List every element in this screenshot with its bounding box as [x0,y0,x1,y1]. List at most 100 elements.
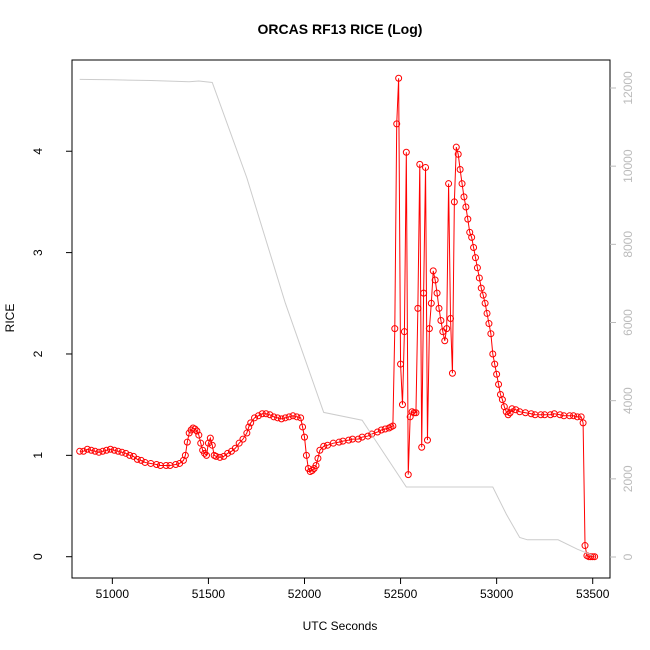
data-point [266,411,274,419]
data-point [400,328,408,336]
data-point [485,320,493,328]
data-point [431,276,439,284]
y2-tick-label: 12000 [621,71,635,105]
data-point [477,284,485,292]
data-point [345,436,353,444]
data-point [289,412,297,420]
data-point [495,380,503,388]
data-point [491,360,499,368]
data-point [320,442,328,450]
data-point [162,461,170,469]
data-point [299,423,307,431]
data-point [300,433,308,441]
data-point [208,441,216,449]
data-point [410,409,418,417]
data-point [587,553,595,561]
data-point [493,370,501,378]
data-point [450,198,458,206]
data-point [460,193,468,201]
data-point [391,325,399,333]
data-point [423,436,431,444]
data-point [448,369,456,377]
data-point [122,449,130,457]
data-point [556,411,564,419]
data-point [247,419,255,427]
data-point [103,446,111,454]
data-point [262,410,270,418]
data-point [239,435,247,443]
data-point [445,180,453,188]
data-point [398,401,406,409]
data-point [91,447,99,455]
data-point [433,289,441,297]
y2-tick-label: 8000 [621,231,635,258]
data-point [354,435,362,443]
data-point [393,120,401,128]
y2-tick-label: 0 [621,553,635,560]
data-point [206,434,214,442]
data-point [224,449,232,457]
data-point [87,446,95,454]
data-point [254,412,262,420]
data-point [374,428,382,436]
data-point [458,180,466,188]
data-point [316,446,324,454]
data-point [481,299,489,307]
data-point [420,289,428,297]
data-point [181,451,189,459]
data-point [512,406,520,414]
y-tick-label: 2 [31,350,45,357]
y-tick-label: 0 [31,553,45,560]
data-point [106,445,114,453]
data-point [110,446,118,454]
data-point [133,455,141,463]
data-point [577,413,585,421]
plot-frame [71,59,611,579]
data-point [397,360,405,368]
data-point [216,453,224,461]
x-tick-label: 51500 [192,587,226,601]
data-point [412,409,420,417]
y-tick-label: 1 [31,452,45,459]
data-point [183,438,191,446]
data-point [416,160,424,168]
data-point [452,143,460,151]
x-axis-label: UTC Seconds [303,619,378,633]
data-point [258,410,266,418]
data-point [498,396,506,404]
data-point [402,148,410,156]
data-point [231,444,239,452]
data-point [437,317,445,325]
data-point [285,413,293,421]
data-point [537,411,545,419]
data-point [312,461,320,469]
data-point [195,431,203,439]
data-point [277,415,285,423]
y2-tick-label: 6000 [621,309,635,336]
data-point [201,449,209,457]
data-point [591,553,599,561]
data-point [475,274,483,282]
series-line [79,78,593,556]
data-point [251,414,259,422]
y-axis-label: RICE [3,304,17,333]
data-point [527,410,535,418]
x-tick-label: 53500 [576,587,610,601]
x-tick-label: 52500 [384,587,418,601]
chart-title: ORCAS RF13 RICE (Log) [258,21,423,37]
data-point [99,447,107,455]
data-point [404,471,412,479]
data-point [395,74,403,82]
data-point [197,439,205,447]
x-tick-label: 52000 [288,587,322,601]
data-point [297,414,305,422]
data-point [504,411,512,419]
data-point [153,460,161,468]
data-point [335,438,343,446]
data-point [447,314,455,322]
data-point [581,542,589,550]
data-point [573,413,581,421]
data-point [76,447,84,455]
data-point [389,422,397,430]
data-point [425,325,433,333]
